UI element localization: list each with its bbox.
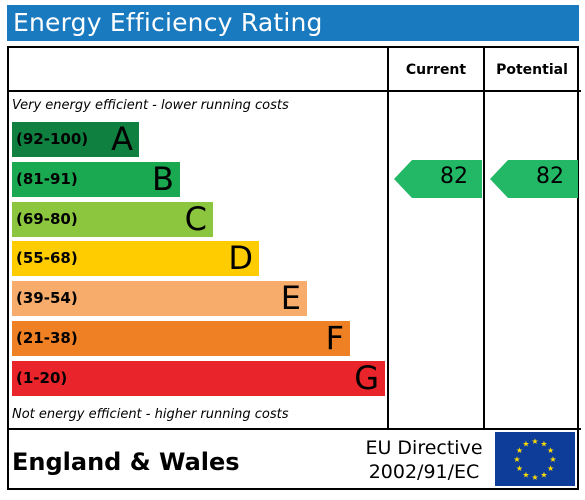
band-range: (39-54)	[16, 289, 78, 308]
eu-star-icon: ★	[547, 446, 554, 455]
current-rating-arrow: 82	[394, 160, 482, 199]
eu-star-icon: ★	[522, 471, 529, 480]
band-g: (1-20) G	[12, 358, 385, 397]
rating-frame: Current Potential Very energy efficient …	[7, 46, 581, 490]
band-range: (69-80)	[16, 209, 78, 228]
note-bottom: Not energy efficient - higher running co…	[12, 407, 289, 422]
eu-directive: EU Directive 2002/91/EC	[355, 436, 493, 484]
region-label: England & Wales	[12, 448, 240, 476]
potential-rating-value: 82	[536, 164, 564, 190]
note-top: Very energy efficient - lower running co…	[12, 98, 289, 113]
potential-arrow-shape	[490, 160, 578, 199]
eu-star-icon: ★	[540, 439, 547, 448]
band-letter: B	[152, 159, 174, 198]
eu-star-icon: ★	[516, 464, 523, 473]
divider-current	[387, 48, 389, 430]
band-c: (69-80) C	[12, 199, 213, 238]
band-e: (39-54) E	[12, 279, 307, 318]
band-letter: A	[111, 120, 133, 158]
band-letter: G	[354, 358, 379, 397]
eu-star-icon: ★	[522, 439, 529, 448]
band-f: (21-38) F	[12, 319, 350, 357]
band-range: (55-68)	[16, 249, 78, 268]
current-arrow-shape	[394, 160, 482, 199]
eu-star-icon: ★	[540, 471, 547, 480]
eu-star-icon: ★	[516, 446, 523, 455]
band-letter: D	[228, 239, 253, 278]
title-bar: Energy Efficiency Rating	[7, 5, 579, 41]
column-potential-header: Potential	[496, 62, 568, 78]
eu-star-icon: ★	[531, 437, 538, 446]
band-letter: E	[280, 279, 301, 318]
divider-potential	[483, 48, 485, 430]
band-letter: C	[184, 199, 207, 238]
eu-star-icon: ★	[549, 455, 556, 464]
footer-divider	[9, 428, 581, 430]
eu-flag-icon: ★ ★ ★ ★ ★ ★ ★ ★ ★ ★ ★ ★	[495, 432, 575, 486]
directive-line-1: EU Directive	[365, 437, 483, 459]
band-a: (92-100) A	[12, 120, 139, 158]
eu-star-icon: ★	[513, 455, 520, 464]
directive-line-2: 2002/91/EC	[368, 461, 480, 483]
eu-star-icon: ★	[531, 473, 538, 482]
band-letter: F	[325, 319, 344, 357]
header-divider	[9, 90, 581, 92]
current-rating-value: 82	[440, 164, 468, 190]
band-range: (92-100)	[16, 130, 89, 148]
band-range: (81-91)	[16, 169, 78, 188]
page-title: Energy Efficiency Rating	[13, 8, 323, 37]
eu-star-icon: ★	[547, 464, 554, 473]
band-range: (21-38)	[16, 329, 78, 347]
band-b: (81-91) B	[12, 159, 180, 198]
band-range: (1-20)	[16, 368, 68, 387]
potential-rating-arrow: 82	[490, 160, 578, 199]
band-d: (55-68) D	[12, 239, 259, 278]
column-current-header: Current	[405, 62, 467, 78]
